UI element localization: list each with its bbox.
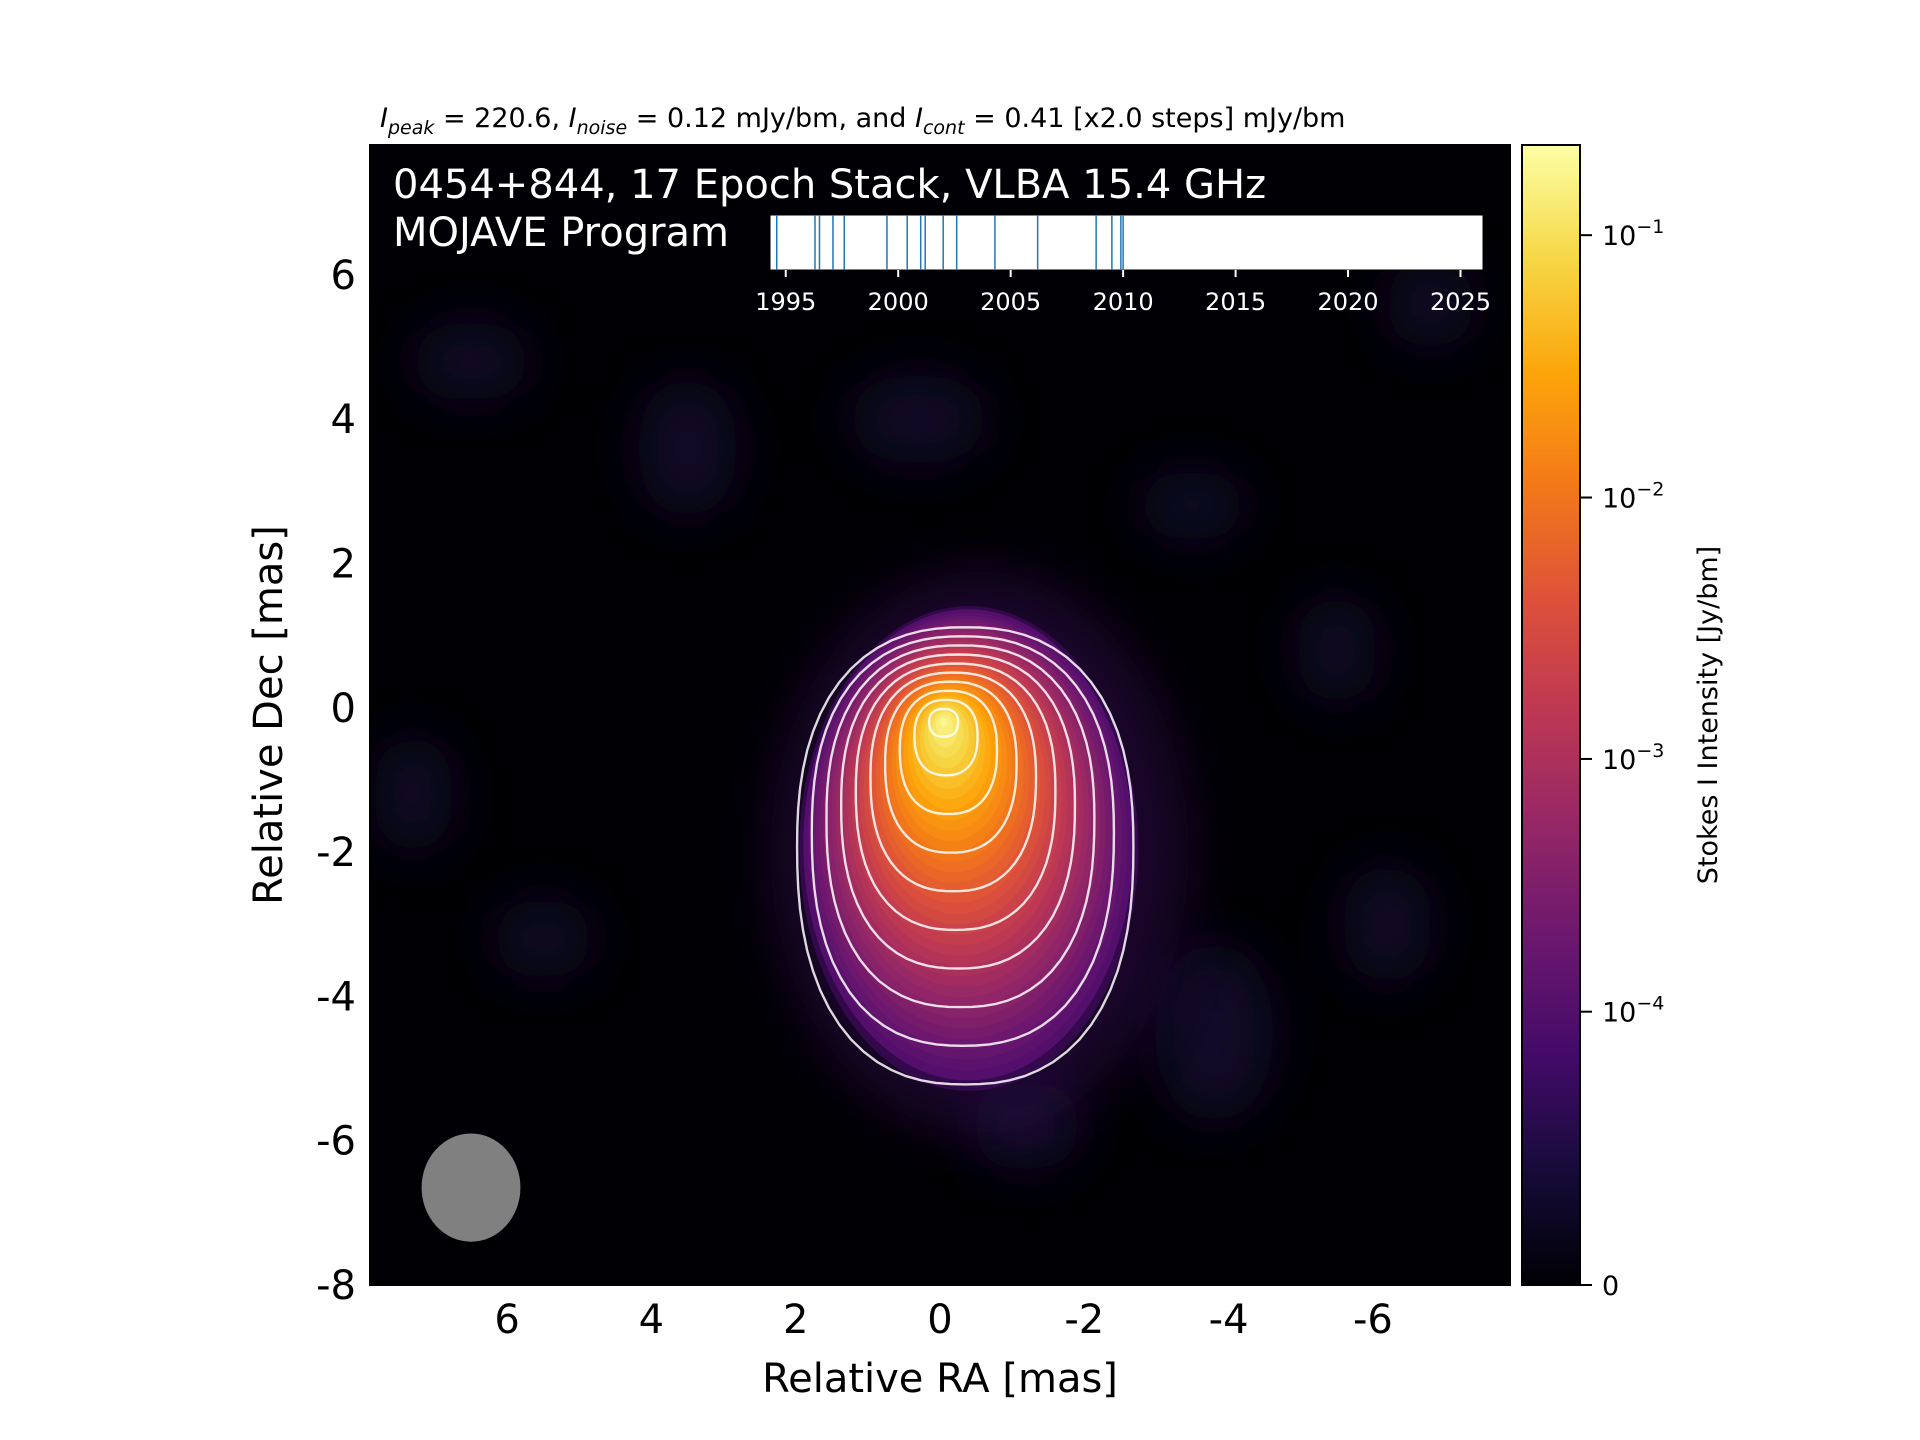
noise-blob: [1385, 258, 1476, 349]
x-tick-label: 2: [783, 1297, 808, 1343]
emission-level: [940, 717, 948, 727]
epoch-timeline-box: [769, 214, 1484, 271]
epoch-axis-tick-label: 2025: [1430, 288, 1491, 316]
colorbar-tick-label: 10−3: [1602, 740, 1664, 776]
noise-blob: [493, 898, 594, 979]
cont-unit: mJy/bm: [1243, 103, 1346, 134]
contour-line: [825, 644, 1096, 1009]
y-tick-label: 4: [331, 397, 356, 443]
noise-value: 0.12: [667, 103, 727, 134]
contour-line: [898, 689, 999, 816]
y-tick-label: -2: [316, 830, 356, 876]
epoch-axis-tick-label: 2015: [1205, 288, 1266, 316]
x-tick-label: 4: [639, 1297, 664, 1343]
stats-header: Ipeak = 220.6, Inoise = 0.12 mJy/bm, and…: [380, 103, 1345, 139]
noise-blob: [1137, 470, 1248, 541]
epoch-axis-tick-label: 2005: [980, 288, 1041, 316]
noise-blob: [411, 321, 532, 402]
contour-line: [928, 707, 960, 738]
cont-value: 0.41: [1004, 103, 1064, 134]
and-word: and: [856, 103, 907, 134]
x-tick-label: 0: [927, 1297, 952, 1343]
colorbar-tick-label: 10−1: [1602, 216, 1664, 252]
cont-steps: [x2.0 steps]: [1073, 103, 1234, 134]
noise-blob: [1342, 864, 1433, 985]
panel-title-line2: MOJAVE Program: [393, 210, 729, 256]
x-tick-label: -6: [1353, 1297, 1393, 1343]
epoch-axis-tick-label: 2010: [1093, 288, 1154, 316]
x-axis-ticks: 6 4 2 0 -2 -4 -6: [494, 1273, 1393, 1343]
y-tick-label: 0: [331, 686, 356, 732]
noise-unit: mJy/bm: [736, 103, 839, 134]
epoch-lines: [775, 215, 1124, 270]
beam-ellipse: [421, 1133, 521, 1242]
x-tick-label: -2: [1064, 1297, 1104, 1343]
noise-blob: [637, 378, 738, 519]
y-tick-label: 6: [331, 253, 356, 299]
colorbar-label: Stokes I Intensity [Jy/bm]: [1693, 546, 1724, 884]
colorbar-fill: [1522, 145, 1580, 1285]
y-tick-label: 2: [331, 541, 356, 587]
colorbar-frame: [1521, 144, 1581, 1286]
contour-line: [839, 653, 1077, 970]
noise-blob: [848, 374, 989, 465]
epoch-axis-tick-label: 1995: [755, 288, 816, 316]
epoch-axis-ticks: 1995 2000 2005 2010 2015 2020 2025: [755, 270, 1491, 316]
contour-line: [869, 671, 1038, 893]
noise-blob: [1296, 595, 1377, 706]
y-tick-label: -8: [316, 1263, 356, 1309]
epoch-axis-tick-label: 2000: [868, 288, 929, 316]
colorbar-tick-label: 0: [1602, 1271, 1619, 1302]
panel-title-line1: 0454+844, 17 Epoch Stack, VLBA 15.4 GHz: [393, 162, 1266, 208]
colorbar: 10−1 10−2 10−3 10−4 0 Stokes I Intensity [Jy…: [1521, 144, 1724, 1302]
epoch-timeline: 1995 2000 2005 2010 2015 2020 2025: [755, 214, 1491, 316]
contour-lines: [795, 626, 1135, 1086]
contour-line: [795, 626, 1135, 1086]
y-tick-label: -4: [316, 974, 356, 1020]
x-tick-label: -4: [1209, 1297, 1249, 1343]
colorbar-tick-label: 10−4: [1602, 993, 1664, 1029]
colorbar-tick-label: 10−2: [1602, 479, 1664, 515]
y-axis-label: Relative Dec [mas]: [246, 525, 292, 905]
contour-line: [810, 635, 1116, 1048]
noise-blob: [1154, 942, 1275, 1123]
contour-line: [884, 680, 1018, 854]
contour-line: [854, 662, 1057, 932]
x-axis-label: Relative RA [mas]: [762, 1356, 1118, 1402]
noise-blob: [373, 734, 454, 855]
x-tick-label: 6: [494, 1297, 519, 1343]
contour-line: [913, 698, 979, 777]
colorbar-ticks: 10−1 10−2 10−3 10−4 0: [1580, 216, 1664, 1302]
image-panel: [370, 145, 1510, 1285]
y-axis-ticks: 6 4 2 0 -2 -4 -6 -8: [316, 253, 382, 1309]
peak-value: 220.6: [474, 103, 551, 134]
epoch-axis-tick-label: 2020: [1318, 288, 1379, 316]
y-tick-label: -6: [316, 1119, 356, 1165]
